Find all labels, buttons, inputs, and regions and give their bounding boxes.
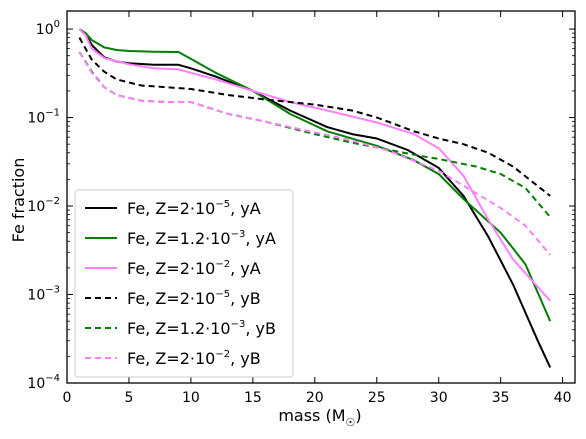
y-tick-label: 10−2 (27, 196, 60, 215)
legend-label-6: Fe, Z=2·10−2, yB (127, 349, 261, 368)
y-axis-label: Fe fraction (9, 158, 28, 243)
series-line-3 (78, 28, 551, 302)
legend: Fe, Z=2·10−5, yA Fe, Z=1.2·10−3, yA Fe, Z=… (74, 189, 294, 378)
x-tick-label: 40 (554, 390, 572, 406)
series-line-4 (78, 37, 551, 197)
x-tick-label: 30 (430, 390, 448, 406)
x-tick-label: 20 (306, 390, 324, 406)
x-tick-label: 25 (368, 390, 386, 406)
x-tick-label: 35 (492, 390, 510, 406)
series-line-2 (78, 28, 552, 322)
sun-symbol: ☉ (346, 416, 356, 429)
x-axis: 0 5 10 15 20 25 30 35 40 (63, 11, 572, 406)
plot-frame (66, 10, 576, 384)
series-line-6 (78, 51, 551, 256)
legend-box (74, 189, 294, 378)
legend-label-3: Fe, Z=2·10−2, yA (127, 259, 261, 278)
plot-area (66, 10, 576, 384)
legend-label-5: Fe, Z=1.2·10−3, yB (127, 319, 276, 338)
y-tick-label: 10−3 (27, 285, 60, 304)
y-tick-label: 100 (36, 19, 60, 38)
x-axis-label: mass (M☉) (278, 406, 361, 429)
y-axis: 10−4 10−3 10−2 10−1 100 (27, 19, 575, 392)
legend-label-2: Fe, Z=1.2·10−3, yA (127, 229, 276, 248)
x-tick-label: 0 (63, 390, 72, 406)
x-tick-label: 15 (244, 390, 262, 406)
y-tick-label: 10−4 (27, 373, 60, 392)
legend-label-4: Fe, Z=2·10−5, yB (127, 289, 261, 308)
x-tick-label: 5 (124, 390, 133, 406)
legend-label-1: Fe, Z=2·10−5, yA (127, 199, 261, 218)
y-tick-label: 10−1 (27, 108, 60, 127)
x-tick-label: 10 (182, 390, 200, 406)
